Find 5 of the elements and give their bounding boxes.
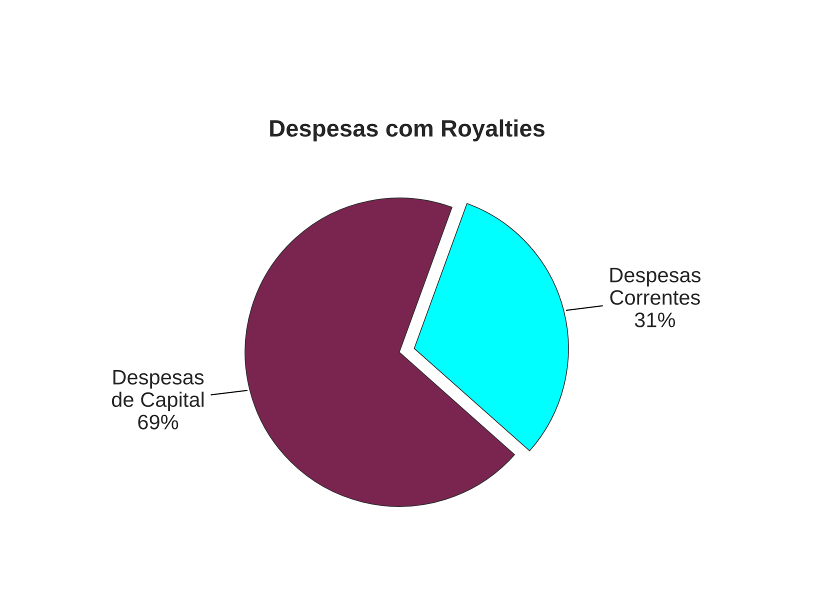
data-label: 31% [634, 312, 676, 328]
slice-label: Despesas Correntes [610, 268, 700, 305]
chart-title: Despesas com Royalties [270, 119, 544, 142]
data-label: 69% [138, 414, 178, 430]
slice-label: Despesas de Capital [112, 370, 204, 412]
